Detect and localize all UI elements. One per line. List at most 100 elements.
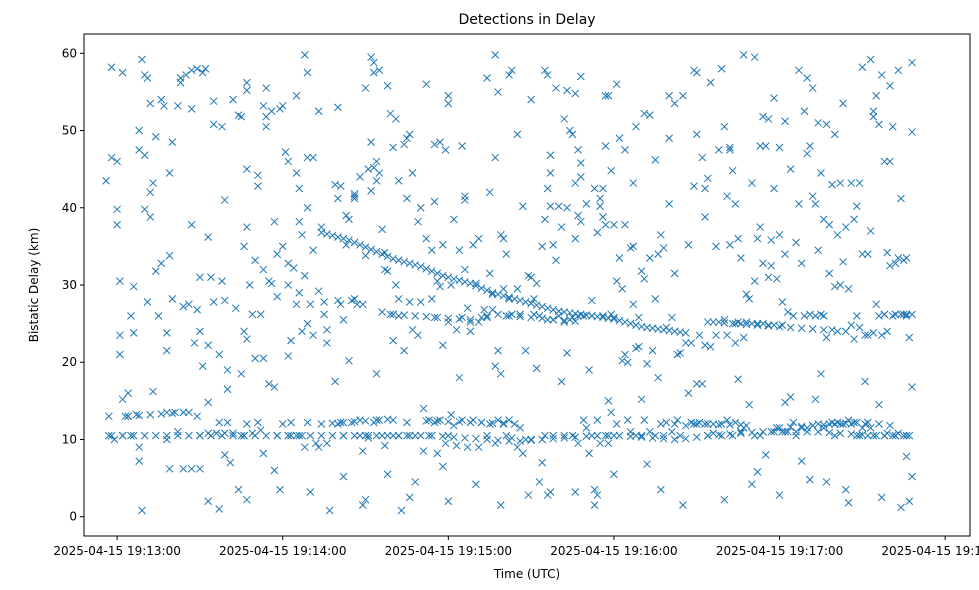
data-point [590, 501, 599, 509]
data-point [596, 439, 604, 448]
data-point [113, 220, 121, 229]
data-point [866, 55, 875, 64]
data-point [438, 462, 447, 471]
data-point [908, 128, 916, 136]
data-point [146, 188, 155, 197]
data-point [494, 436, 502, 445]
data-point [168, 409, 177, 418]
data-point [242, 165, 251, 174]
data-point [505, 437, 513, 445]
data-point [875, 400, 883, 409]
data-point [764, 321, 773, 330]
data-point [292, 169, 301, 177]
data-point [648, 434, 657, 442]
data-point [198, 362, 207, 370]
data-point [466, 418, 475, 427]
data-point [472, 480, 480, 489]
data-point [723, 416, 731, 425]
data-point [601, 91, 610, 100]
data-point [552, 256, 560, 265]
data-point [510, 420, 519, 428]
data-point [850, 335, 858, 343]
data-point [361, 243, 370, 252]
data-point [416, 298, 425, 306]
data-point [869, 431, 878, 440]
data-point [328, 231, 337, 240]
data-point [339, 431, 348, 440]
data-point [657, 485, 665, 494]
data-point [563, 349, 571, 357]
data-point [292, 300, 301, 309]
data-point [643, 359, 651, 368]
data-point [670, 99, 679, 108]
data-point [278, 242, 287, 251]
data-point [726, 430, 734, 438]
data-point [496, 230, 505, 239]
data-point [549, 315, 558, 324]
data-point [287, 431, 295, 440]
data-point [450, 421, 458, 430]
data-point [847, 321, 856, 330]
data-point [576, 159, 585, 167]
data-point [102, 176, 110, 185]
data-point [676, 349, 685, 357]
data-point [563, 86, 571, 95]
data-point [242, 495, 251, 504]
data-point [118, 431, 127, 440]
data-point [270, 466, 279, 475]
data-point [436, 282, 444, 291]
data-point [466, 327, 475, 336]
data-point [538, 242, 547, 251]
y-tick-label: 60 [62, 46, 77, 60]
data-point [466, 315, 475, 324]
data-point [463, 304, 472, 313]
data-point [461, 434, 469, 442]
y-axis-label: Bistatic Delay (km) [27, 228, 41, 343]
data-point [615, 134, 624, 143]
data-point [314, 443, 323, 452]
data-point [532, 364, 541, 373]
data-point [872, 91, 881, 100]
data-point [839, 99, 847, 108]
data-point [886, 81, 894, 90]
data-point [830, 130, 839, 139]
data-point [877, 331, 886, 340]
data-point [499, 291, 508, 300]
data-point [162, 329, 171, 337]
data-point [491, 153, 500, 162]
data-point [483, 286, 491, 295]
data-point [212, 429, 221, 438]
data-point [405, 298, 414, 306]
data-point [737, 254, 745, 262]
data-point [201, 64, 210, 73]
data-point [574, 145, 582, 154]
data-point [610, 470, 618, 479]
data-point [104, 431, 113, 440]
data-point [104, 412, 113, 421]
data-point [695, 331, 704, 340]
data-point [455, 373, 464, 382]
data-point [861, 331, 869, 340]
data-point [748, 480, 756, 489]
data-point [383, 431, 392, 440]
data-point [819, 424, 828, 432]
data-point [433, 269, 442, 278]
data-point [444, 314, 453, 323]
data-point [389, 254, 397, 263]
data-point [146, 410, 155, 419]
data-point [789, 418, 798, 427]
data-point [422, 417, 431, 425]
data-point [334, 233, 342, 241]
data-point [300, 271, 309, 280]
data-point [756, 431, 765, 440]
data-point [317, 420, 326, 428]
data-point [295, 184, 304, 193]
data-point [502, 431, 511, 440]
data-point [847, 430, 856, 438]
data-point [864, 418, 872, 427]
y-axis-ticks: 0 10 20 30 40 50 60 [62, 46, 84, 524]
y-tick-label: 40 [62, 201, 77, 215]
data-point [251, 256, 259, 265]
data-point [692, 130, 701, 139]
data-point [110, 435, 119, 444]
